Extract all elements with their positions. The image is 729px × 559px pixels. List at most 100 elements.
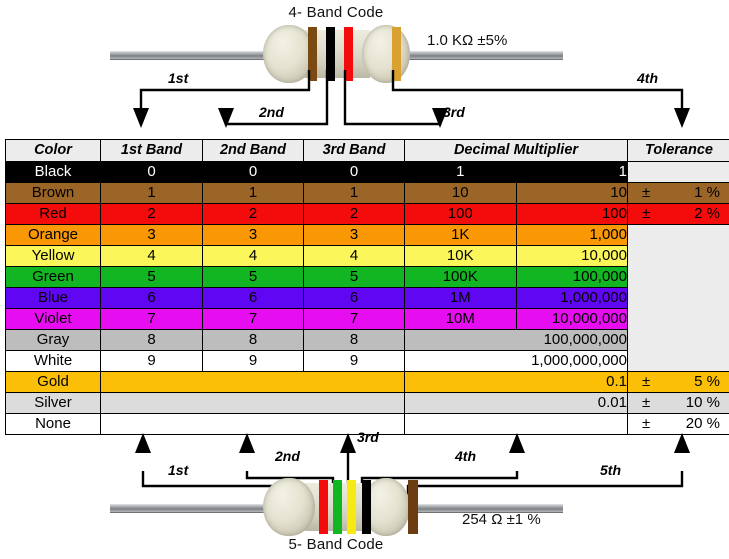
cell-multiplier: 0.1: [404, 371, 628, 393]
cell-band-2: 5: [202, 266, 304, 288]
cell-band-3: 2: [303, 203, 405, 225]
cell-band-2: 9: [202, 350, 304, 372]
band-2-green: [333, 480, 342, 534]
bottom-leader-label-5th: 5th: [600, 462, 621, 478]
top-leader-label-3rd: 3rd: [443, 104, 465, 120]
cell-multiplier-short: 10K: [404, 245, 517, 267]
cell-band-1: 4: [100, 245, 203, 267]
table-row: Silver 0.01 ±10 %: [5, 392, 729, 414]
five-band-resistor-graphic: [110, 478, 563, 536]
resistor-body: [263, 478, 418, 536]
cell-color-name: Yellow: [5, 245, 101, 267]
cell-multiplier-long: 10,000: [515, 245, 628, 267]
cell-tolerance: ±5 %: [627, 371, 729, 393]
band-3-red: [344, 27, 353, 81]
cell-band-1: 1: [100, 182, 203, 204]
cell-tolerance: ±1 %: [627, 182, 729, 204]
resistor-lead-right: [403, 504, 563, 513]
table-row: Yellow 4 4 4 10K 10,000: [5, 245, 729, 267]
band-5-brown: [408, 480, 418, 534]
cell-band-3: 7: [303, 308, 405, 330]
header-color: Color: [5, 139, 101, 162]
band-2-black: [326, 27, 335, 81]
cell-multiplier-long: 1: [515, 161, 628, 183]
tolerance-value: 20 %: [685, 415, 720, 432]
table-row: Gold 0.1 ±5 %: [5, 371, 729, 393]
plus-minus-sign: ±: [642, 205, 651, 222]
table-row: Blue 6 6 6 1M 1,000,000: [5, 287, 729, 309]
table-row: White 9 9 9 1,000,000,000: [5, 350, 729, 372]
table-header-row: Color 1st Band 2nd Band 3rd Band Decimal…: [5, 139, 729, 162]
tolerance-value: 10 %: [685, 394, 720, 411]
table-body: Black 0 0 0 1 1 Brown 1 1 1 10 10 ±1 % Red 2 2 2 100 100 ±2…: [5, 161, 729, 435]
plus-minus-sign: ±: [642, 373, 651, 390]
five-band-code-title: 5- Band Code: [288, 536, 384, 553]
cell-color-name: Red: [5, 203, 101, 225]
cell-band-2: 2: [202, 203, 304, 225]
cell-band-1: 5: [100, 266, 203, 288]
cell-band-1: 7: [100, 308, 203, 330]
resistor-body: [263, 25, 410, 83]
top-leader-label-2nd: 2nd: [259, 104, 284, 120]
resistor-lead-left: [110, 51, 270, 60]
tolerance-value: 5 %: [694, 373, 720, 390]
cell-multiplier-long: 100,000: [515, 266, 628, 288]
bottom-leader-label-1st: 1st: [168, 462, 189, 478]
cell-band-2: 1: [202, 182, 304, 204]
bottom-leader-label-2nd: 2nd: [275, 448, 300, 464]
plus-minus-sign: ±: [642, 394, 651, 411]
tolerance-value: 1 %: [694, 184, 720, 201]
cell-multiplier-long: 10: [515, 182, 628, 204]
resistor-bulb-left: [263, 478, 315, 536]
cell-multiplier-long: 1,000: [515, 224, 628, 246]
cell-color-name: Gold: [5, 371, 101, 393]
table-row: None ±20 %: [5, 413, 729, 435]
cell-band-2: 0: [202, 161, 304, 183]
cell-tolerance-empty-merged: [627, 224, 729, 372]
table-row: Black 0 0 0 1 1: [5, 161, 729, 183]
bottom-leader-label-4th: 4th: [455, 448, 476, 464]
five-band-value-label: 254 Ω ±1 %: [462, 511, 541, 528]
cell-band-3: 9: [303, 350, 405, 372]
cell-band-3: 3: [303, 224, 405, 246]
cell-bands-not-applicable: [100, 392, 405, 414]
top-leader-label-1st: 1st: [168, 70, 189, 86]
cell-band-1: 3: [100, 224, 203, 246]
cell-color-name: Green: [5, 266, 101, 288]
plus-minus-sign: ±: [642, 184, 651, 201]
table-row: Brown 1 1 1 10 10 ±1 %: [5, 182, 729, 204]
header-band-1: 1st Band: [100, 139, 203, 162]
cell-multiplier-long: 10,000,000: [515, 308, 628, 330]
cell-band-2: 6: [202, 287, 304, 309]
cell-band-1: 9: [100, 350, 203, 372]
resistor-bulb-right: [362, 25, 410, 83]
cell-color-name: Orange: [5, 224, 101, 246]
four-band-value-label: 1.0 KΩ ±5%: [427, 32, 508, 49]
cell-band-1: 6: [100, 287, 203, 309]
bottom-leader-label-3rd: 3rd: [357, 429, 379, 445]
cell-band-2: 3: [202, 224, 304, 246]
table-row: Orange 3 3 3 1K 1,000: [5, 224, 729, 372]
cell-band-2: 4: [202, 245, 304, 267]
cell-multiplier-short: 100K: [404, 266, 517, 288]
cell-tolerance: ±20 %: [627, 413, 729, 435]
four-band-code-title: 4- Band Code: [288, 4, 384, 21]
cell-color-name: Silver: [5, 392, 101, 414]
band-4-gold: [392, 27, 401, 81]
cell-color-name: Violet: [5, 308, 101, 330]
table-row: Green 5 5 5 100K 100,000: [5, 266, 729, 288]
cell-tolerance: ±2 %: [627, 203, 729, 225]
cell-band-3: 5: [303, 266, 405, 288]
cell-color-name: Brown: [5, 182, 101, 204]
cell-band-3: 1: [303, 182, 405, 204]
cell-multiplier-long: 1,000,000: [515, 287, 628, 309]
header-tolerance: Tolerance: [627, 139, 729, 162]
resistor-bulb-left: [263, 25, 315, 83]
plus-minus-sign: ±: [642, 415, 651, 432]
cell-band-1: 0: [100, 161, 203, 183]
resistor-lead-right: [403, 51, 563, 60]
cell-band-1: 8: [100, 329, 203, 351]
cell-color-name: None: [5, 413, 101, 435]
band-1-brown: [308, 27, 317, 81]
